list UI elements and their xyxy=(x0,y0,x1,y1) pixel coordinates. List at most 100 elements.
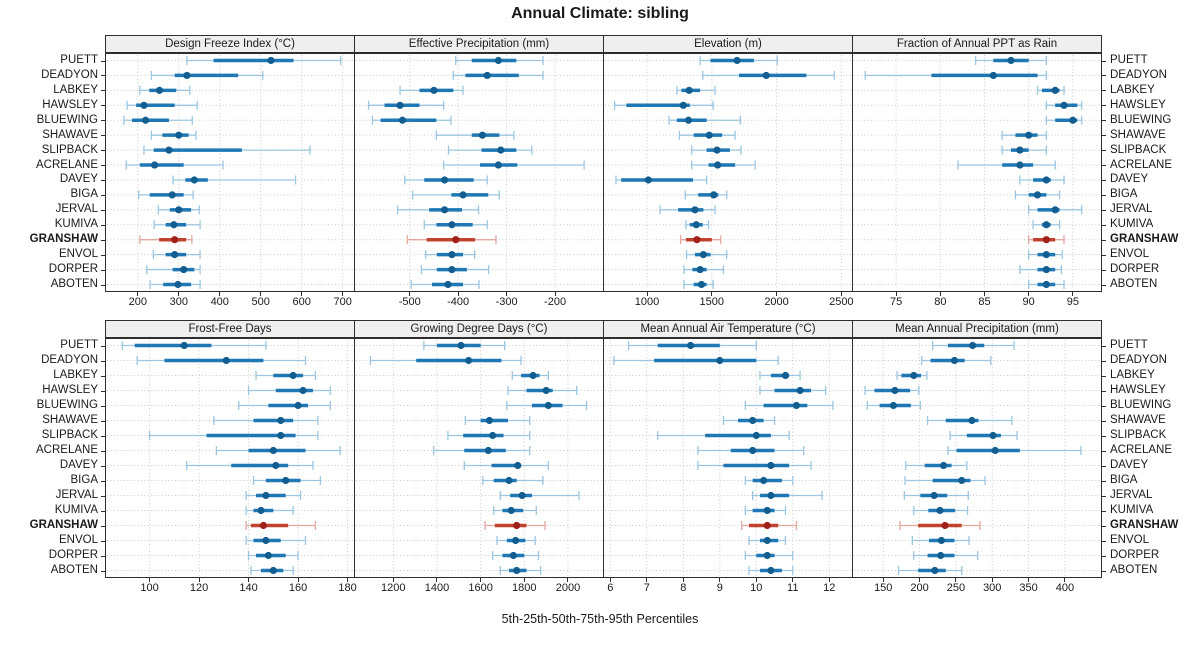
panel-elevation: Elevation (m) 1000 1500 2000 2500 xyxy=(603,35,854,312)
median-dot xyxy=(262,536,270,545)
row-tick-left xyxy=(101,194,105,196)
axis-tick-label: 250 xyxy=(946,582,966,594)
median-dot xyxy=(989,71,997,80)
axis-tick xyxy=(409,292,411,296)
axis-tick xyxy=(347,578,349,582)
row-tick-right xyxy=(1102,360,1106,362)
median-dot xyxy=(696,265,704,274)
station-label-right: DORPER xyxy=(1110,549,1160,561)
median-dot xyxy=(514,461,522,470)
station-label-right: HAWSLEY xyxy=(1110,384,1166,396)
row-tick-right xyxy=(1102,224,1106,226)
median-dot xyxy=(697,280,706,289)
row-tick-right xyxy=(1102,269,1106,271)
median-dot xyxy=(693,236,701,244)
row-tick-right xyxy=(1102,150,1106,152)
panel-fraction-ppt-rain: Fraction of Annual PPT as Rain 75 80 85 90 9… xyxy=(852,35,1102,312)
row-tick-left xyxy=(101,465,105,467)
station-label-right: ACRELANE xyxy=(1110,444,1172,456)
median-dot xyxy=(1042,280,1050,289)
median-dot xyxy=(713,146,721,154)
row-tick-right xyxy=(1102,540,1106,542)
median-dot xyxy=(685,86,693,94)
median-dot xyxy=(931,566,939,575)
station-label-right: DEADYON xyxy=(1110,354,1167,366)
station-label-left: LABKEY xyxy=(53,83,98,96)
panel-header: Effective Precipitation (mm) xyxy=(354,35,604,53)
row-tick-left xyxy=(101,165,105,167)
panel-border xyxy=(852,338,1102,578)
panel-plot xyxy=(852,53,1102,292)
station-label-left: ACRELANE xyxy=(36,444,98,456)
axis-tick-label: 400 xyxy=(1055,582,1075,594)
axis-tick-label: 400 xyxy=(210,296,229,308)
median-dot xyxy=(1069,116,1077,124)
station-label-right: PUETT xyxy=(1110,54,1148,66)
median-dot xyxy=(444,280,452,289)
axis-tick-label: 8 xyxy=(680,582,687,594)
median-dot xyxy=(1025,131,1033,139)
row-tick-right xyxy=(1102,75,1106,77)
median-dot xyxy=(1042,221,1050,229)
row-tick-left xyxy=(101,135,105,137)
row-tick-right xyxy=(1102,480,1106,482)
row-tick-left xyxy=(101,450,105,452)
axis-tick-label: 6 xyxy=(607,582,614,594)
axis-tick-label: 1800 xyxy=(512,582,537,594)
median-dot xyxy=(299,386,307,395)
panel-header: Elevation (m) xyxy=(603,35,853,53)
median-dot xyxy=(465,356,473,365)
row-tick-right xyxy=(1102,510,1106,512)
median-dot xyxy=(257,506,265,515)
median-dot xyxy=(150,161,159,169)
median-dot xyxy=(441,206,449,214)
station-label-left: DAVEY xyxy=(59,459,98,471)
median-dot xyxy=(183,71,191,80)
axis-tick-label: 350 xyxy=(1019,582,1038,594)
axis-tick xyxy=(1028,578,1030,582)
median-dot xyxy=(796,386,804,395)
panel-design-freeze-index: Design Freeze Index (°C) 200 300 400 500 600… xyxy=(105,35,355,312)
row-tick-left xyxy=(101,360,105,362)
panel-mean-annual-air-temperature: Mean Annual Air Temperature (°C) 6 7 8 9 10 1… xyxy=(603,320,853,598)
axis-tick xyxy=(1064,578,1066,582)
axis-tick xyxy=(392,578,394,582)
row-tick-left xyxy=(101,570,105,572)
panel-axis: -500 -400 -300 -200 xyxy=(354,292,604,312)
row-tick-left xyxy=(101,390,105,392)
row-tick-left xyxy=(101,525,105,527)
axis-tick xyxy=(939,292,941,296)
row-tick-right xyxy=(1102,194,1106,196)
station-label-left: LABKEY xyxy=(53,369,98,381)
median-dot xyxy=(792,401,801,410)
axis-tick xyxy=(984,292,985,296)
station-label-right: ABOTEN xyxy=(1110,564,1158,576)
station-label-left: PUETT xyxy=(60,339,98,351)
axis-tick xyxy=(178,292,180,296)
station-label-left: SHAWAVE xyxy=(42,414,98,426)
median-dot xyxy=(509,551,517,560)
axis-tick xyxy=(480,578,482,582)
median-dot xyxy=(529,371,537,380)
axis-tick-label: 11 xyxy=(787,582,799,594)
median-dot xyxy=(1060,101,1068,109)
median-dot xyxy=(259,521,268,530)
row-tick-left xyxy=(101,90,105,92)
median-dot xyxy=(264,551,272,560)
panel-border xyxy=(852,53,1102,292)
median-dot xyxy=(1016,146,1024,154)
median-dot xyxy=(1051,86,1059,94)
median-dot xyxy=(763,521,771,530)
axis-tick xyxy=(755,578,757,582)
median-dot xyxy=(891,386,899,395)
panel-band-bottom: Frost-Free Days 100 120 140 160 180 Growing … xyxy=(105,320,1102,598)
station-label-left: BLUEWING xyxy=(36,113,98,126)
row-tick-right xyxy=(1102,284,1106,286)
median-dot xyxy=(763,551,771,560)
axis-tick-label: 160 xyxy=(288,582,308,594)
median-dot xyxy=(781,371,790,380)
median-dot xyxy=(441,176,449,184)
row-tick-left xyxy=(101,105,105,107)
row-tick-right xyxy=(1102,90,1106,92)
axis-tick-label: 1200 xyxy=(381,582,406,594)
